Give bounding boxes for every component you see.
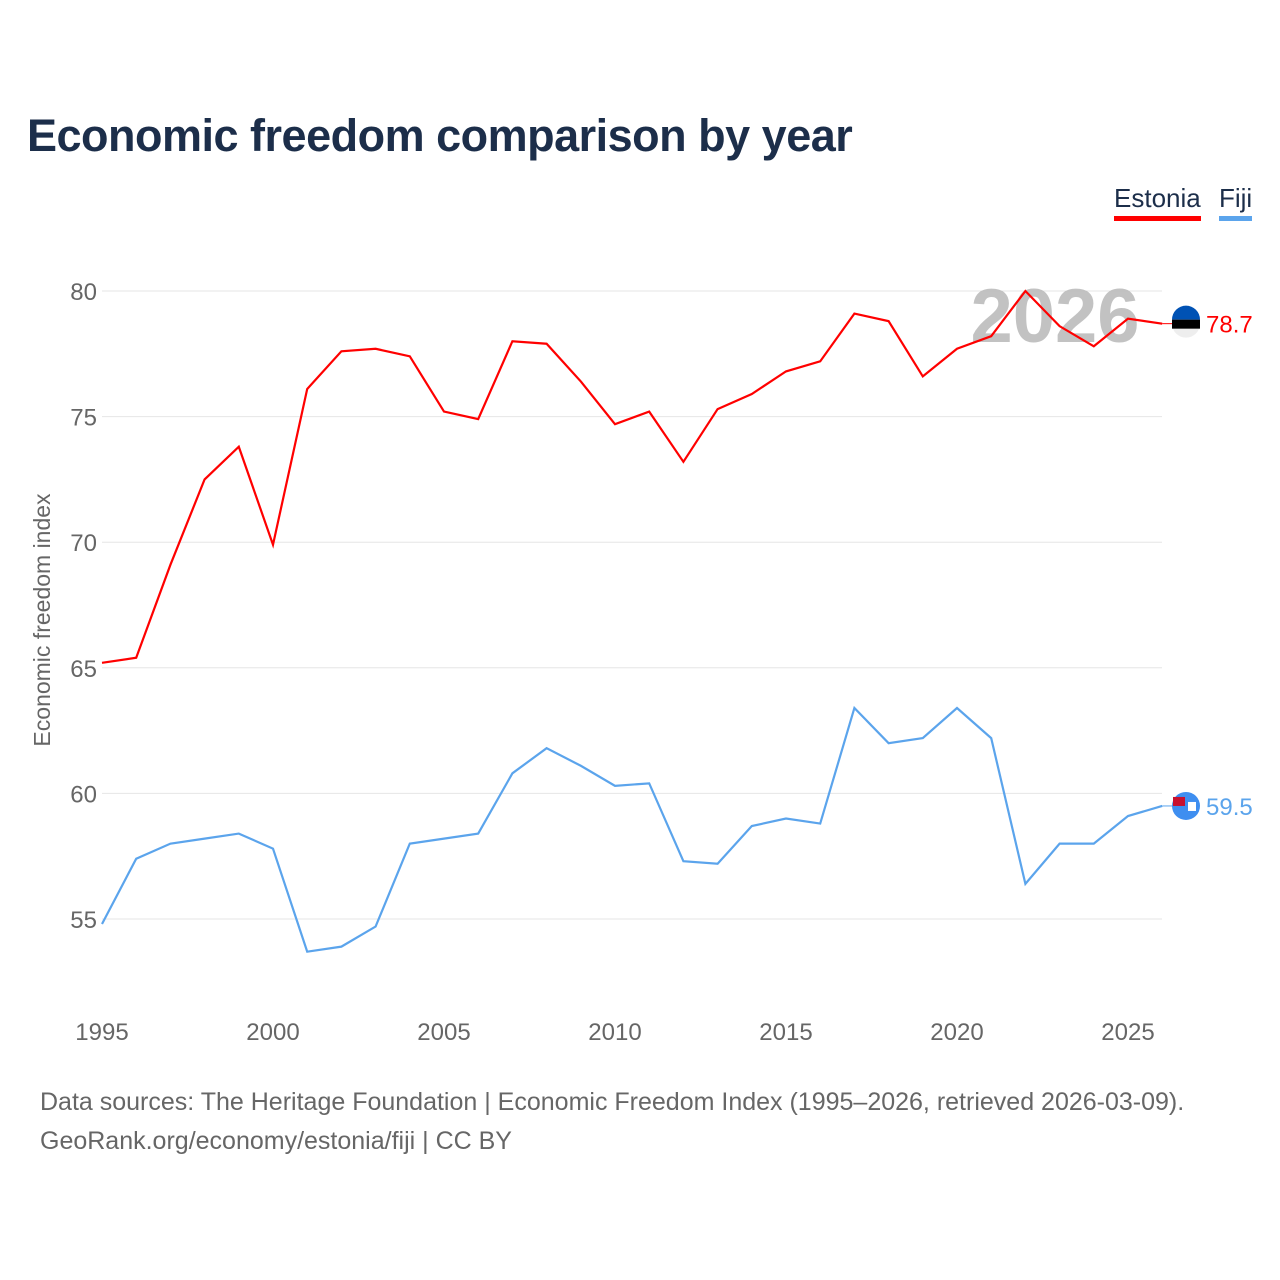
legend-item-fiji[interactable]: Fiji <box>1219 183 1253 221</box>
x-tick-label: 2025 <box>1101 1019 1154 1046</box>
y-axis-label: Economic freedom index <box>29 493 55 747</box>
x-tick-label: 2015 <box>759 1019 812 1046</box>
end-value-label: 78.7 <box>1206 312 1253 339</box>
x-tick-label: 2000 <box>246 1019 299 1046</box>
fiji-flag-shield <box>1188 801 1196 811</box>
estonia-flag-blue <box>1172 305 1200 320</box>
y-tick-label: 60 <box>70 781 97 808</box>
x-tick-label: 2020 <box>930 1019 983 1046</box>
y-tick-label: 70 <box>70 530 97 557</box>
y-tick-label: 75 <box>70 405 97 432</box>
y-tick-label: 80 <box>70 279 97 306</box>
y-tick-label: 55 <box>70 907 97 934</box>
y-tick-label: 65 <box>70 656 97 683</box>
estonia-flag-black <box>1172 319 1200 329</box>
end-value-label: 59.5 <box>1206 794 1253 821</box>
series-line-estonia <box>101 289 1163 664</box>
fiji-flag-union <box>1173 796 1185 806</box>
legend-item-estonia[interactable]: Estonia <box>1114 183 1201 221</box>
data-sources: Data sources: The Heritage Foundation | … <box>40 1088 1185 1116</box>
credit-link[interactable]: GeoRank.org/economy/estonia/fiji | CC BY <box>40 1127 512 1155</box>
chart-title: Economic freedom comparison by year <box>27 110 853 161</box>
x-tick-label: 1995 <box>75 1019 128 1046</box>
x-tick-label: 2005 <box>417 1019 470 1046</box>
year-watermark: 2026 <box>970 274 1139 359</box>
x-tick-label: 2010 <box>588 1019 641 1046</box>
series-line-fiji <box>101 705 1163 953</box>
